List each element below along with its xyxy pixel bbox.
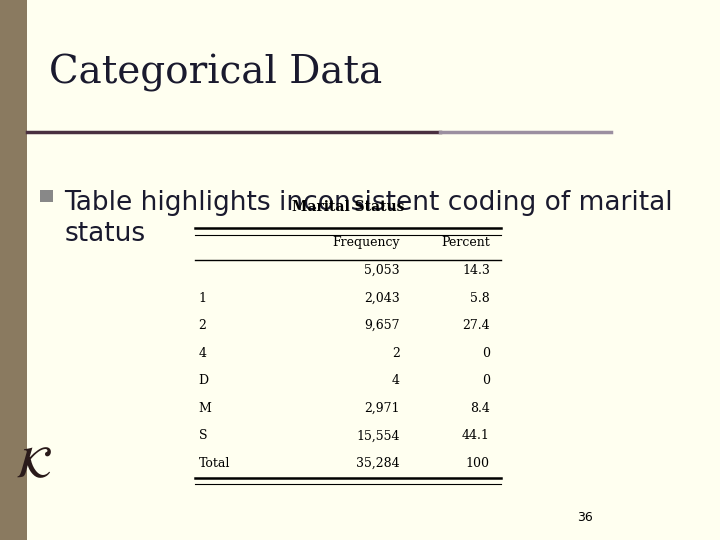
Text: 14.3: 14.3	[462, 264, 490, 277]
Text: Total: Total	[199, 457, 230, 470]
Text: status: status	[64, 221, 145, 247]
Text: 36: 36	[577, 511, 593, 524]
Text: 15,554: 15,554	[356, 429, 400, 442]
Text: 2: 2	[392, 347, 400, 360]
Text: 9,657: 9,657	[364, 319, 400, 332]
Text: Categorical Data: Categorical Data	[49, 54, 382, 92]
Text: 44.1: 44.1	[462, 429, 490, 442]
Bar	[0, 0, 27, 540]
Text: 2,043: 2,043	[364, 292, 400, 305]
Text: 8.4: 8.4	[470, 402, 490, 415]
Text: M: M	[199, 402, 212, 415]
Text: 0: 0	[482, 347, 490, 360]
Text: 35,284: 35,284	[356, 457, 400, 470]
Text: Percent: Percent	[441, 236, 490, 249]
Text: Marital Status: Marital Status	[292, 200, 405, 214]
Text: 5.8: 5.8	[470, 292, 490, 305]
Text: Frequency: Frequency	[333, 236, 400, 249]
Text: 27.4: 27.4	[462, 319, 490, 332]
Text: D: D	[199, 374, 209, 387]
Text: 4: 4	[392, 374, 400, 387]
Text: $\mathcal{K}$: $\mathcal{K}$	[15, 443, 52, 486]
Text: S: S	[199, 429, 207, 442]
Text: 2,971: 2,971	[364, 402, 400, 415]
Text: Table highlights inconsistent coding of marital: Table highlights inconsistent coding of …	[64, 190, 672, 215]
Text: 100: 100	[466, 457, 490, 470]
Text: 1: 1	[199, 292, 207, 305]
Text: 4: 4	[199, 347, 207, 360]
Text: 5,053: 5,053	[364, 264, 400, 277]
Bar	[40, 190, 53, 202]
Text: 0: 0	[482, 374, 490, 387]
Text: 2: 2	[199, 319, 207, 332]
